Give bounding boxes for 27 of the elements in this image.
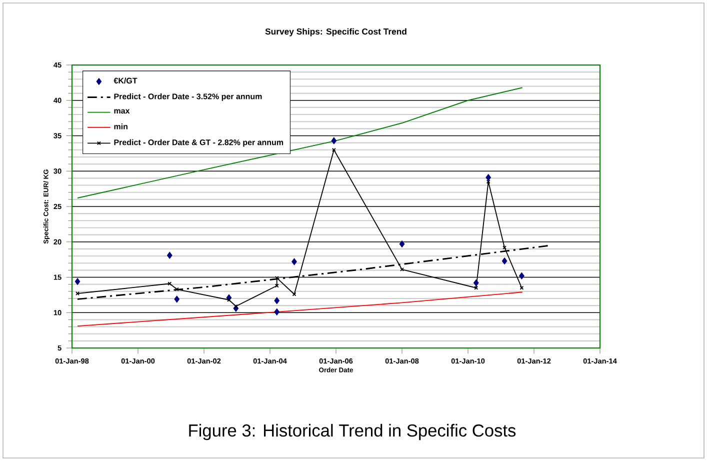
legend-label: min [114, 123, 128, 130]
legend-label: max [114, 109, 130, 114]
point [486, 180, 490, 184]
point [174, 287, 179, 292]
legend-label: €K/GT [114, 78, 138, 84]
point [274, 297, 280, 304]
point [399, 240, 405, 248]
point [174, 296, 180, 303]
line-series [77, 292, 523, 327]
chart-title: Survey Ships: Specific Cost Trend [265, 28, 406, 36]
caption: Figure 3: Historical Trend in Specific Costs [189, 424, 516, 440]
point [473, 279, 479, 286]
line-series [77, 87, 523, 198]
point [502, 258, 508, 264]
point [331, 137, 337, 144]
point [502, 246, 507, 250]
point [274, 308, 280, 316]
point [400, 267, 404, 272]
point [486, 174, 492, 181]
legend-label: Predict - Order Date - 3.52% per annum [114, 93, 262, 101]
legend-label: Predict - Order Date & GT - 2.82% per annum [114, 139, 284, 147]
point [519, 272, 524, 280]
point [292, 292, 296, 296]
point [292, 258, 297, 266]
point [274, 284, 279, 288]
point [166, 252, 172, 259]
point [74, 278, 80, 285]
